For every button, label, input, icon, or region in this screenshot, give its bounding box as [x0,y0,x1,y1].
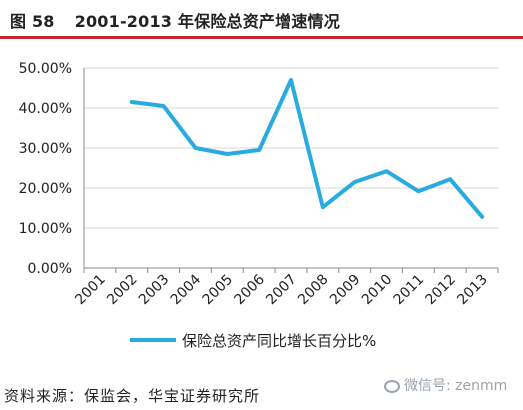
x-tick-label: 2010 [359,272,396,309]
figure-label: 图 58 [10,12,55,31]
watermark: 微信号: zenmm [384,375,507,395]
x-tick-label: 2012 [423,272,460,309]
y-tick-label: 0.00% [28,261,72,277]
y-tick-label: 10.00% [19,221,72,237]
y-tick-label: 50.00% [19,61,72,77]
series-line [129,78,485,219]
legend-label: 保险总资产同比增长百分比% [182,332,376,350]
x-tick-label: 2009 [327,272,364,309]
x-tick-label: 2002 [104,272,141,309]
x-tick-label: 2013 [454,272,491,309]
x-tick-label: 2006 [231,271,268,308]
x-tick-label: 2005 [200,272,237,309]
x-tick-label: 2008 [295,272,332,309]
x-tick-label: 2011 [391,272,428,309]
x-tick-label: 2003 [136,272,173,309]
x-tick-label: 2001 [72,272,109,309]
source-note: 资料来源：保监会，华宝证券研究所 [4,387,261,405]
title-divider [0,36,523,39]
x-tick-label: 2004 [168,271,205,308]
line-chart: 0.00%10.00%20.00%30.00%40.00%50.00%20012… [19,61,499,350]
watermark-text: 微信号: zenmm [404,378,508,394]
y-tick-label: 30.00% [19,141,72,157]
y-tick-label: 40.00% [19,101,72,117]
wechat-icon [384,379,400,393]
x-tick-label: 2007 [263,272,300,309]
figure-title: 2001-2013 年保险总资产增速情况 [74,12,340,31]
y-tick-label: 20.00% [19,181,72,197]
figure-title-block: 图 58 2001-2013 年保险总资产增速情况 [10,8,340,32]
